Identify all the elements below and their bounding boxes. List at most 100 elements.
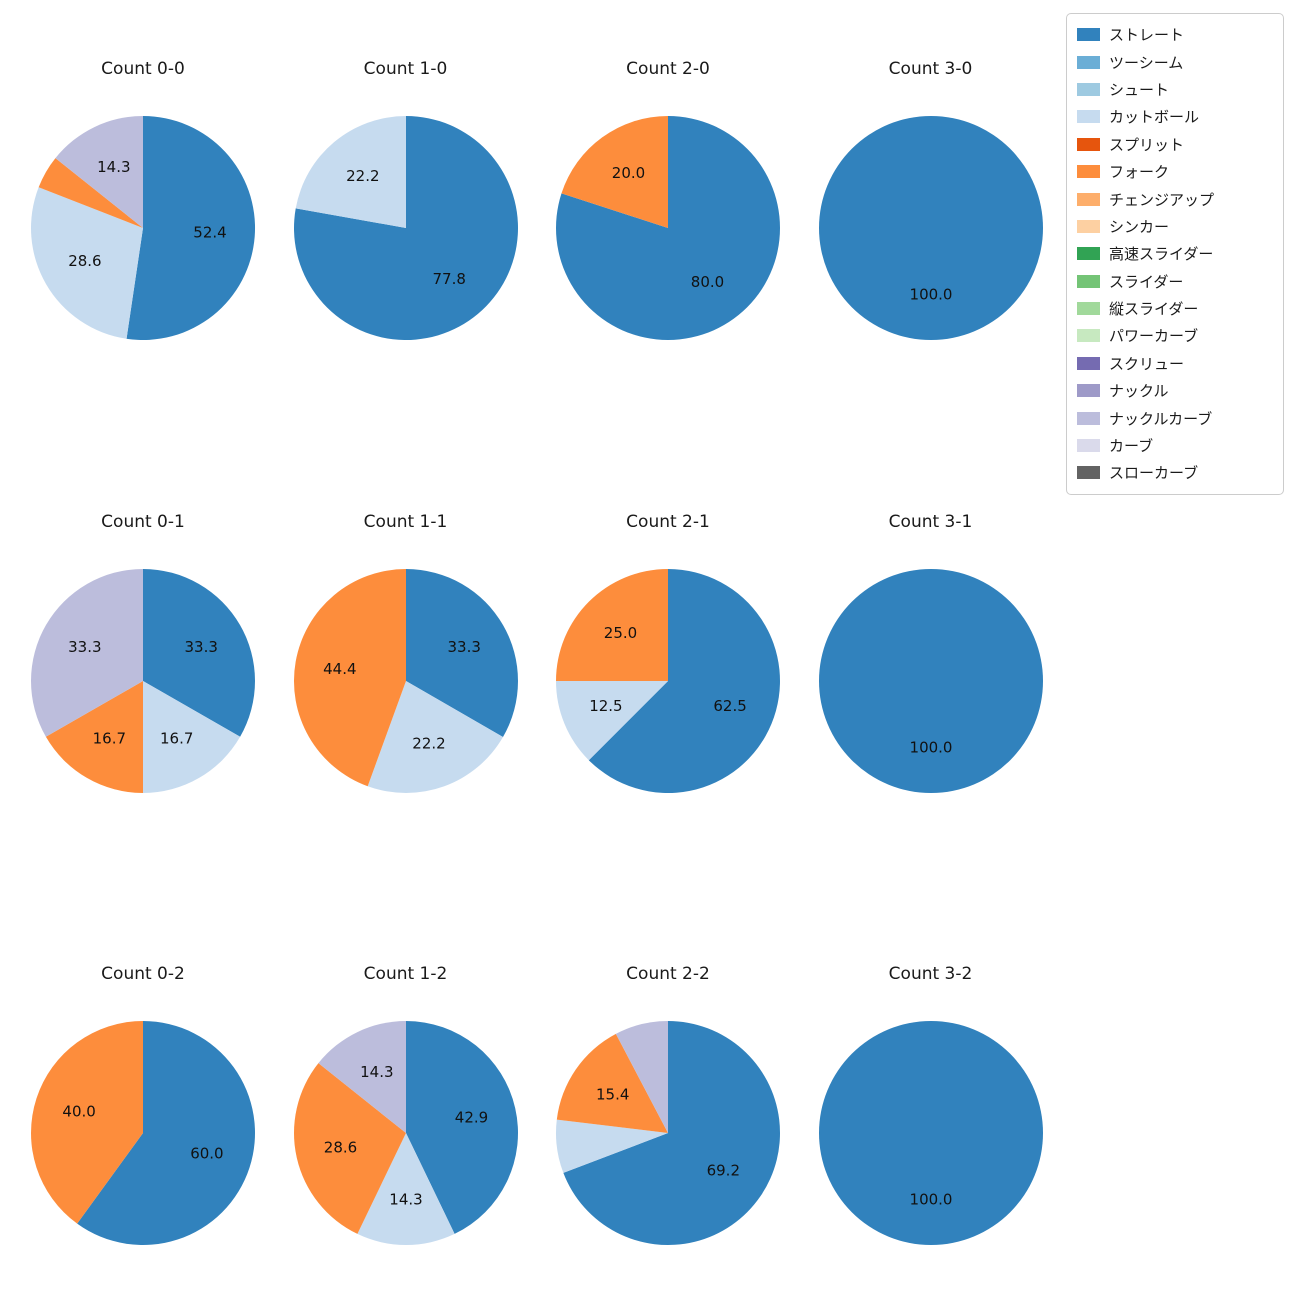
legend-swatch — [1077, 55, 1100, 69]
pie-slice — [556, 1033, 668, 1133]
legend-swatch — [1077, 137, 1100, 151]
chart-title: Count 0-0 — [101, 59, 185, 79]
legend-label: チェンジアップ — [1109, 190, 1215, 209]
slice-percentage-label: 28.6 — [323, 1139, 356, 1157]
pie-slice — [405, 568, 518, 737]
legend-item: ナックルカーブ — [1077, 404, 1273, 431]
chart-title: Count 1-1 — [363, 511, 448, 532]
legend-label: ナックル — [1109, 382, 1169, 401]
slice-percentage-label: 77.8 — [432, 270, 465, 288]
pie-chart: 42.9 14.3 28.6 14.3 — [293, 1021, 518, 1245]
pie-chart: 69.2 15.4 — [556, 1021, 781, 1245]
legend-label: 縦スライダー — [1109, 300, 1199, 319]
chart-title: Count 2-0 — [626, 59, 710, 79]
slice-percentage-label: 33.3 — [68, 637, 101, 655]
pie-chart: 33.3 22.2 44.4 — [293, 568, 518, 793]
legend-item: スクリュー — [1077, 350, 1273, 377]
slice-percentage-label: 20.0 — [612, 164, 645, 182]
pie-slice — [31, 568, 143, 737]
legend-item: チェンジアップ — [1077, 185, 1273, 212]
legend-label: ナックルカーブ — [1109, 409, 1213, 428]
pie-slice — [356, 1133, 455, 1245]
pie-chart: 100.0 — [818, 116, 1043, 340]
slice-percentage-label: 100.0 — [909, 1191, 952, 1209]
legend-label: スクリュー — [1109, 354, 1185, 373]
slice-percentage-label: 22.2 — [412, 734, 445, 752]
pie-slice — [615, 1021, 668, 1133]
chart-title: Count 2-1 — [626, 511, 710, 532]
legend-item: シンカー — [1077, 213, 1273, 240]
slice-percentage-label: 22.2 — [346, 167, 379, 185]
pie-slice — [293, 116, 518, 340]
legend-label: カーブ — [1109, 437, 1154, 456]
legend-label: ストレート — [1109, 26, 1185, 45]
legend-swatch — [1077, 274, 1100, 288]
legend-label: フォーク — [1109, 163, 1170, 182]
pie-slice — [143, 680, 241, 793]
legend-label: パワーカーブ — [1109, 327, 1199, 346]
pie-slice — [367, 680, 503, 793]
slice-percentage-label: 42.9 — [454, 1109, 487, 1127]
pie-slice — [563, 1021, 781, 1245]
legend-swatch — [1077, 165, 1100, 179]
legend-swatch — [1077, 192, 1100, 206]
legend-label: カットボール — [1109, 108, 1200, 127]
legend-label: ツーシーム — [1109, 53, 1184, 72]
pie-slice — [55, 116, 143, 228]
legend-item: カーブ — [1077, 432, 1273, 459]
pie-slice — [588, 568, 780, 793]
chart-title: Count 3-1 — [888, 511, 973, 532]
slice-percentage-label: 16.7 — [160, 729, 193, 747]
chart-title: Count 2-2 — [626, 964, 710, 984]
legend-item: フォーク — [1077, 158, 1273, 185]
slice-percentage-label: 60.0 — [190, 1144, 223, 1162]
legend-label: スローカーブ — [1109, 464, 1199, 483]
pie-chart: 100.0 — [818, 1021, 1043, 1245]
legend-swatch — [1077, 439, 1100, 453]
chart-title: Count 3-0 — [888, 59, 973, 79]
legend-item: ストレート — [1077, 21, 1273, 48]
legend-swatch — [1077, 28, 1100, 42]
pie-slice — [818, 568, 1043, 793]
slice-percentage-label: 69.2 — [707, 1162, 740, 1180]
legend: ストレート ツーシーム シュート カットボール スプリット フォーク チェンジアップ シンカー… — [1066, 13, 1284, 495]
pie-slice — [126, 116, 256, 340]
pie-slice — [555, 116, 780, 340]
slice-percentage-label: 25.0 — [604, 624, 637, 642]
slice-percentage-label: 28.6 — [68, 252, 101, 270]
slice-percentage-label: 12.5 — [589, 697, 622, 715]
pie-slice — [818, 116, 1043, 340]
chart-title: Count 1-0 — [363, 59, 448, 79]
slice-percentage-label: 15.4 — [596, 1085, 629, 1103]
pie-slice — [38, 158, 143, 228]
legend-swatch — [1077, 302, 1100, 316]
pie-slice — [295, 116, 406, 228]
legend-swatch — [1077, 466, 1100, 480]
pie-slice — [31, 187, 143, 339]
pie-slice — [293, 1063, 406, 1234]
pie-slice — [556, 680, 668, 760]
pie-slice — [405, 1021, 518, 1234]
pie-chart: 52.4 28.6 14.3 — [31, 116, 256, 340]
pie-chart: 80.0 20.0 — [555, 116, 780, 340]
pie-chart: 33.3 16.7 16.7 33.3 — [31, 568, 255, 793]
legend-label: スライダー — [1109, 272, 1184, 291]
legend-label: 高速スライダー — [1109, 245, 1214, 264]
pie-chart: 77.8 22.2 — [293, 116, 518, 340]
pie-slice — [317, 1021, 406, 1133]
pie-chart: 62.5 12.5 25.0 — [556, 568, 780, 793]
chart-title: Count 3-2 — [888, 964, 973, 984]
legend-item: 高速スライダー — [1077, 240, 1273, 267]
legend-swatch — [1077, 247, 1100, 261]
pie-slice — [556, 568, 668, 681]
pie-slice — [818, 1021, 1043, 1245]
legend-swatch — [1077, 82, 1100, 96]
slice-percentage-label: 52.4 — [193, 224, 226, 242]
pie-slice — [45, 680, 143, 793]
chart-title: Count 0-1 — [101, 511, 185, 532]
legend-item: スプリット — [1077, 131, 1273, 158]
slice-percentage-label: 44.4 — [323, 659, 356, 677]
legend-item: スローカーブ — [1077, 459, 1273, 486]
pie-chart: 100.0 — [818, 568, 1043, 793]
